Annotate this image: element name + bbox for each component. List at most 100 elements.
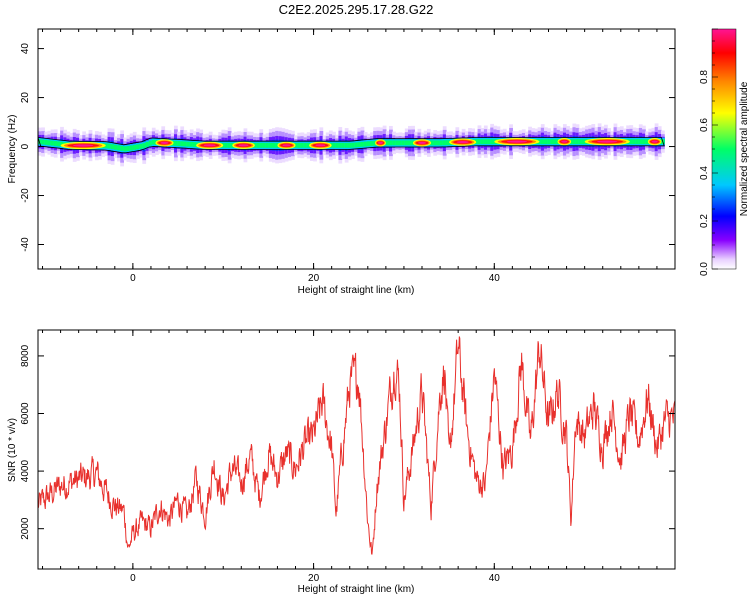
heat-cell [401, 140, 406, 146]
heat-cell [60, 141, 64, 147]
heat-cell [300, 142, 305, 148]
snr-frame [37, 329, 676, 570]
heat-cell [439, 140, 444, 146]
heat-cell [173, 140, 178, 146]
spectrogram-heatmap [38, 123, 665, 167]
heat-cell [335, 142, 340, 148]
colorbar-tick-label: 0.2 [699, 214, 710, 228]
heat-cell [398, 140, 403, 146]
heat-cell [338, 142, 343, 148]
heat-cell [547, 139, 551, 145]
heat-cell [578, 139, 583, 145]
heat-cell [123, 146, 128, 152]
heat-cell [550, 139, 555, 145]
heat-peak [378, 141, 383, 144]
heat-cell [404, 140, 409, 146]
spectrogram-x-ticks: 0 20 40 [42, 29, 676, 284]
spectrogram-x-label: Height of straight line (km) [298, 285, 415, 296]
heat-cell [151, 139, 156, 145]
heat-cell [575, 139, 580, 145]
spectrogram-y-ticks: -40 -20 0 20 40 [20, 43, 675, 252]
snr-x-ticks: 0 20 40 [42, 330, 676, 584]
heat-cell [142, 143, 147, 149]
heat-cell [303, 142, 308, 148]
heat-cell [132, 144, 137, 150]
heat-cell [259, 142, 264, 148]
x-tick-label: 40 [489, 573, 501, 584]
heat-cell [351, 142, 355, 148]
heat-peak [73, 144, 94, 147]
heat-cell [126, 146, 131, 151]
heat-cell [490, 139, 494, 145]
heat-cell [347, 142, 352, 148]
colorbar-label: Normalized spectral amplitude [739, 81, 750, 216]
y-tick-label: 8000 [20, 344, 31, 367]
colorbar-tick-label: 0.4 [699, 166, 710, 180]
heat-cell [224, 142, 229, 148]
heat-cell [483, 139, 488, 145]
heat-cell [183, 141, 188, 147]
y-tick-label: 2000 [20, 517, 31, 540]
heat-cell [540, 139, 545, 145]
colorbar: 0.0 0.2 0.4 0.6 0.8 Normalized spectral ampl… [699, 28, 750, 276]
colorbar-tick-label: 0.6 [699, 118, 710, 132]
heat-peak [651, 140, 658, 143]
figure-title: C2E2.2025.295.17.28.G22 [279, 2, 434, 17]
heat-cell [638, 139, 643, 145]
snr-series-line [38, 336, 675, 555]
x-tick-label: 0 [130, 273, 136, 284]
heat-cell [385, 140, 390, 146]
heat-cell [117, 145, 121, 151]
heat-cell [477, 139, 482, 145]
spectrogram-panel: 0 20 40 -40 -20 0 20 40 Height of straight lin… [7, 28, 676, 296]
snr-panel: 0 20 40 2000 4000 6000 8000 Height of straigh… [7, 329, 676, 595]
heat-peak [456, 141, 469, 144]
heat-cell [180, 141, 185, 147]
heat-cell [145, 141, 150, 147]
heat-cell [306, 142, 311, 148]
x-tick-label: 0 [130, 573, 136, 584]
heat-cell [344, 142, 349, 148]
heat-cell [433, 140, 438, 146]
heat-cell [221, 142, 226, 148]
heat-cell [341, 142, 346, 148]
heat-cell [487, 139, 491, 145]
heat-cell [256, 142, 260, 148]
heat-cell [253, 142, 257, 148]
spectrogram-frame [37, 28, 676, 270]
heat-cell [357, 142, 362, 148]
colorbar-gradient [711, 28, 737, 270]
heat-cell [294, 142, 298, 148]
y-tick-label: -40 [20, 237, 31, 252]
heat-cell [120, 145, 124, 151]
y-tick-label: 40 [20, 43, 31, 55]
y-tick-label: 20 [20, 92, 31, 104]
x-tick-label: 20 [308, 573, 320, 584]
heat-cell [436, 140, 441, 146]
heat-cell [56, 141, 61, 147]
heat-cell [445, 140, 450, 146]
heat-cell [268, 142, 273, 148]
heat-cell [136, 144, 140, 150]
heat-peak [597, 140, 618, 143]
heat-cell [297, 142, 302, 148]
heat-cell [186, 141, 191, 147]
heat-cell [265, 142, 270, 148]
heat-cell [332, 142, 336, 148]
heat-cell [47, 140, 52, 146]
heat-cell [395, 140, 400, 146]
heat-cell [632, 139, 637, 145]
heat-cell [104, 143, 109, 149]
x-tick-label: 20 [308, 273, 320, 284]
heat-cell [442, 140, 447, 146]
heat-peak [238, 144, 249, 147]
colorbar-ticks: 0.0 0.2 0.4 0.6 0.8 [699, 28, 718, 276]
heat-peak [506, 140, 528, 143]
heat-cell [113, 144, 118, 150]
colorbar-tick-label: 0.8 [699, 70, 710, 84]
y-tick-label: -20 [20, 188, 31, 203]
heat-cell [366, 141, 371, 147]
heat-cell [129, 145, 134, 151]
heat-cell [553, 139, 558, 145]
heat-cell [389, 140, 393, 146]
